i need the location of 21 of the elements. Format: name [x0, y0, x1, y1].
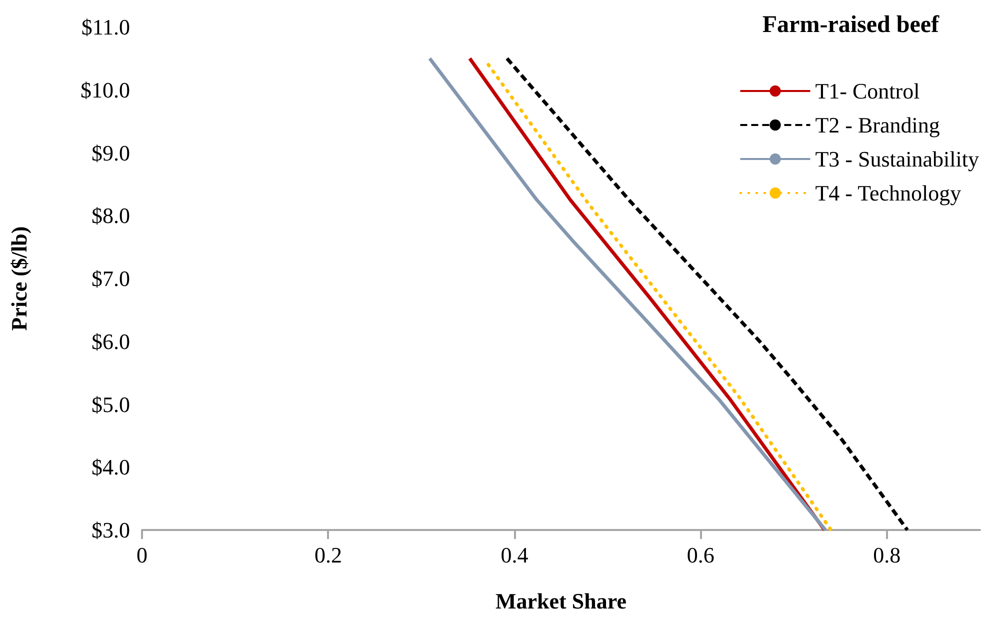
y-tick-label: $10.0 — [80, 77, 130, 102]
legend-label: T4 - Technology — [815, 180, 962, 206]
y-tick-label: $7.0 — [92, 266, 130, 291]
x-tick-label: 0.2 — [314, 542, 342, 568]
x-axis-title: Market Share — [496, 588, 627, 614]
x-tick-label: 0.6 — [686, 542, 714, 568]
legend-label: T2 - Branding — [815, 112, 940, 138]
x-tick-label: 0.8 — [873, 542, 901, 568]
y-tick-label: $4.0 — [92, 454, 130, 480]
y-axis-title: Price ($/lb) — [6, 226, 32, 331]
legend-title: Farm-raised beef — [762, 12, 940, 38]
legend-label: T3 - Sustainability — [815, 146, 979, 172]
x-tick-label: 0.4 — [500, 542, 528, 568]
y-tick-label: $8.0 — [92, 203, 130, 228]
y-tick-label: $6.0 — [92, 328, 130, 354]
y-tick-label: $9.0 — [92, 140, 130, 166]
y-tick-label: $11.0 — [81, 14, 130, 40]
y-tick-label: $5.0 — [92, 392, 130, 417]
legend-label: T1- Control — [815, 78, 920, 104]
x-tick-label: 0 — [136, 542, 148, 568]
y-tick-label: $3.0 — [92, 518, 130, 542]
